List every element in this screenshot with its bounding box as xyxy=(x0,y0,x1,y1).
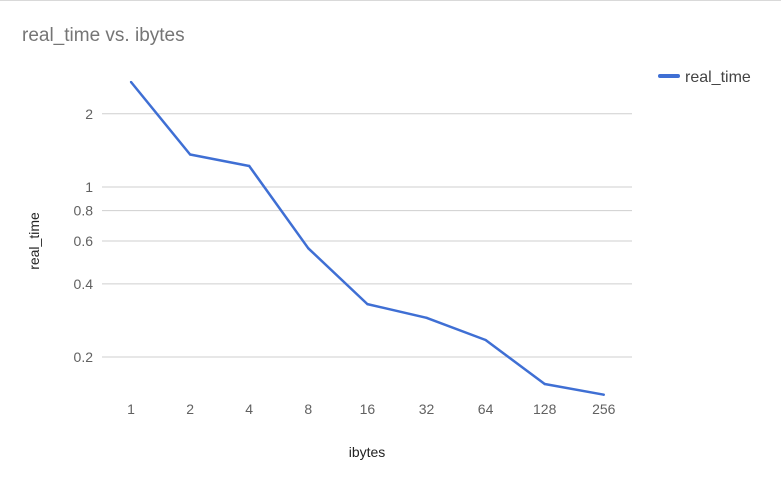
series-layer xyxy=(129,80,605,396)
data-point[interactable] xyxy=(129,80,133,84)
data-point[interactable] xyxy=(543,382,546,386)
data-point[interactable] xyxy=(484,338,487,342)
series-line-real_time[interactable] xyxy=(130,81,605,396)
data-point[interactable] xyxy=(602,393,605,396)
y-tick-label: 0.6 xyxy=(74,233,94,249)
x-tick-labels: 1 2 4 8 16 32 64 128 256 xyxy=(127,401,616,417)
chart-title: real_time vs. ibytes xyxy=(22,25,185,46)
x-tick-label: 1 xyxy=(127,401,135,417)
data-point[interactable] xyxy=(425,316,428,319)
legend-label: real_time xyxy=(685,69,751,86)
data-point[interactable] xyxy=(248,164,251,168)
y-tick-label: 0.8 xyxy=(74,203,94,219)
x-tick-label: 8 xyxy=(304,401,312,417)
data-point[interactable] xyxy=(188,153,192,156)
y-axis-label: real_time xyxy=(26,212,42,270)
x-axis-label: ibytes xyxy=(349,444,386,460)
x-tick-label: 16 xyxy=(360,401,376,417)
x-tick-label: 32 xyxy=(419,401,435,417)
data-point[interactable] xyxy=(366,302,369,306)
x-tick-label: 4 xyxy=(245,401,253,417)
y-tick-label: 0.2 xyxy=(74,349,94,365)
y-tick-label: 2 xyxy=(85,106,93,122)
legend[interactable]: real_time xyxy=(658,69,751,86)
y-tick-label: 0.4 xyxy=(74,276,94,292)
y-tick-label: 1 xyxy=(85,179,93,195)
y-tick-labels: 0.2 0.4 0.6 0.8 1 2 xyxy=(74,106,94,365)
x-tick-label: 256 xyxy=(592,401,616,417)
gridlines xyxy=(102,113,632,358)
x-tick-label: 2 xyxy=(186,401,194,417)
x-tick-label: 128 xyxy=(533,401,557,417)
x-tick-label: 64 xyxy=(478,401,494,417)
data-point[interactable] xyxy=(307,247,310,250)
